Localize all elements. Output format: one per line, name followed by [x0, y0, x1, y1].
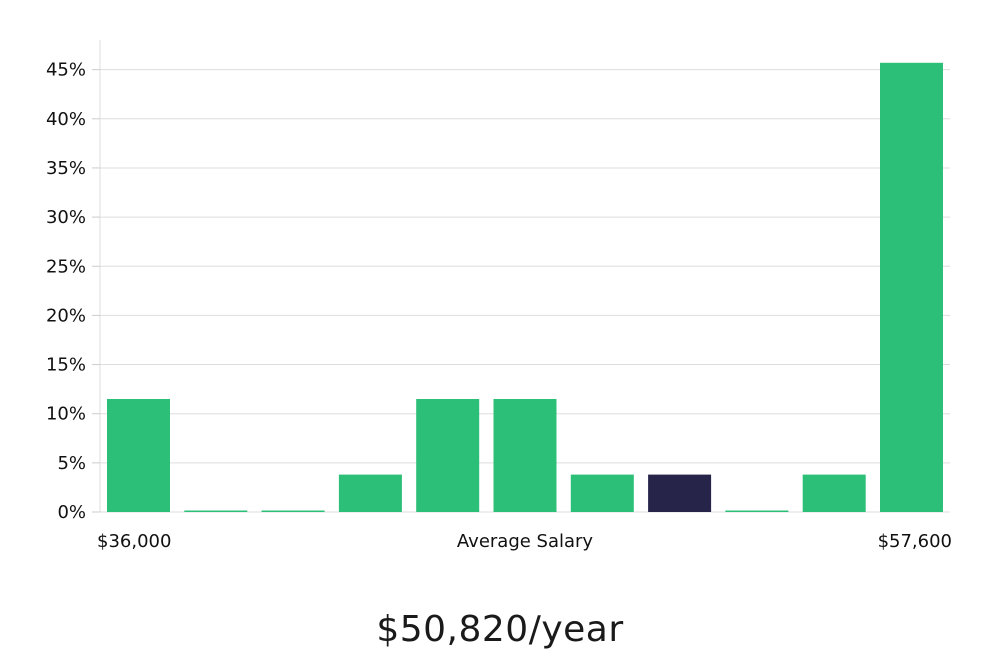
bar	[802, 474, 866, 512]
y-tick-label: 45%	[46, 60, 86, 81]
bar	[184, 510, 248, 512]
bar	[493, 399, 557, 512]
y-tick-label: 15%	[46, 355, 86, 376]
bar	[725, 510, 789, 512]
x-axis-label: Average Salary	[457, 531, 594, 552]
y-tick-label: 20%	[46, 305, 86, 326]
average-salary-headline: $50,820/year	[376, 609, 624, 650]
bar	[338, 474, 402, 512]
bar-highlighted	[648, 474, 712, 512]
gridlines	[100, 69, 950, 513]
bar	[261, 510, 325, 512]
y-tick-label: 40%	[46, 109, 86, 130]
bar	[570, 474, 634, 512]
y-tick-label: 35%	[46, 158, 86, 179]
y-tick-label: 0%	[57, 502, 86, 523]
x-max-label: $57,600	[878, 531, 952, 552]
y-tick-label: 5%	[57, 453, 86, 474]
bars	[107, 62, 943, 513]
bar	[107, 399, 170, 512]
y-axis-ticks: 0% 5% 10% 15% 20% 25% 30% 35% 40% 45%	[46, 60, 100, 523]
y-tick-label: 10%	[46, 404, 86, 425]
x-min-label: $36,000	[97, 531, 171, 552]
bar	[880, 62, 943, 513]
bar	[416, 399, 480, 512]
y-tick-label: 30%	[46, 207, 86, 228]
y-tick-label: 25%	[46, 256, 86, 277]
